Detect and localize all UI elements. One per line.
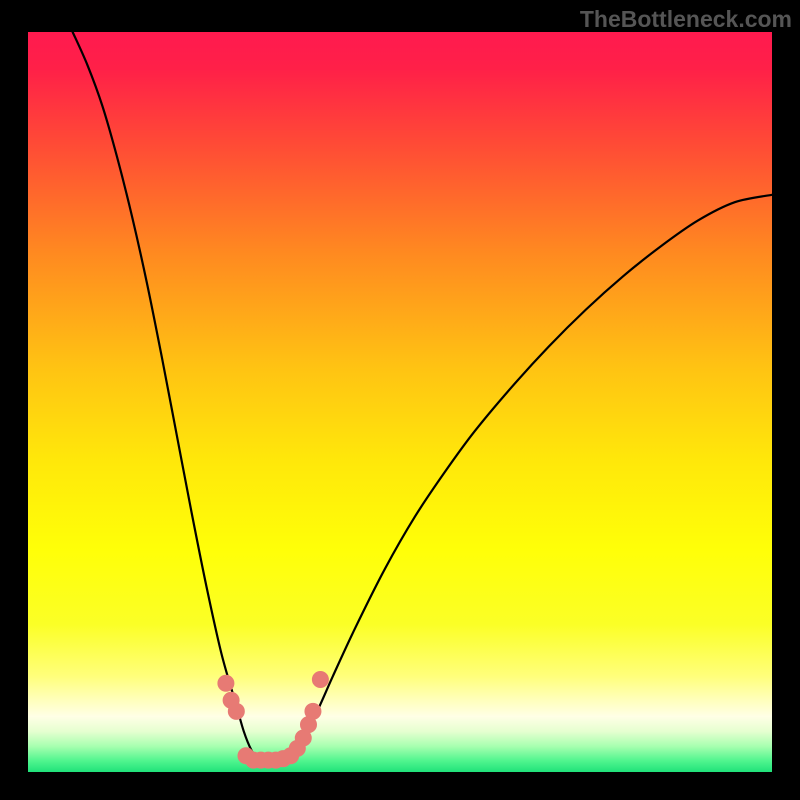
data-marker — [228, 703, 244, 719]
watermark-text: TheBottleneck.com — [580, 6, 792, 33]
data-marker — [312, 672, 328, 688]
data-marker — [218, 675, 234, 691]
data-marker — [305, 703, 321, 719]
chart-plot-area — [28, 32, 772, 772]
gradient-background — [28, 32, 772, 772]
chart-svg — [28, 32, 772, 772]
